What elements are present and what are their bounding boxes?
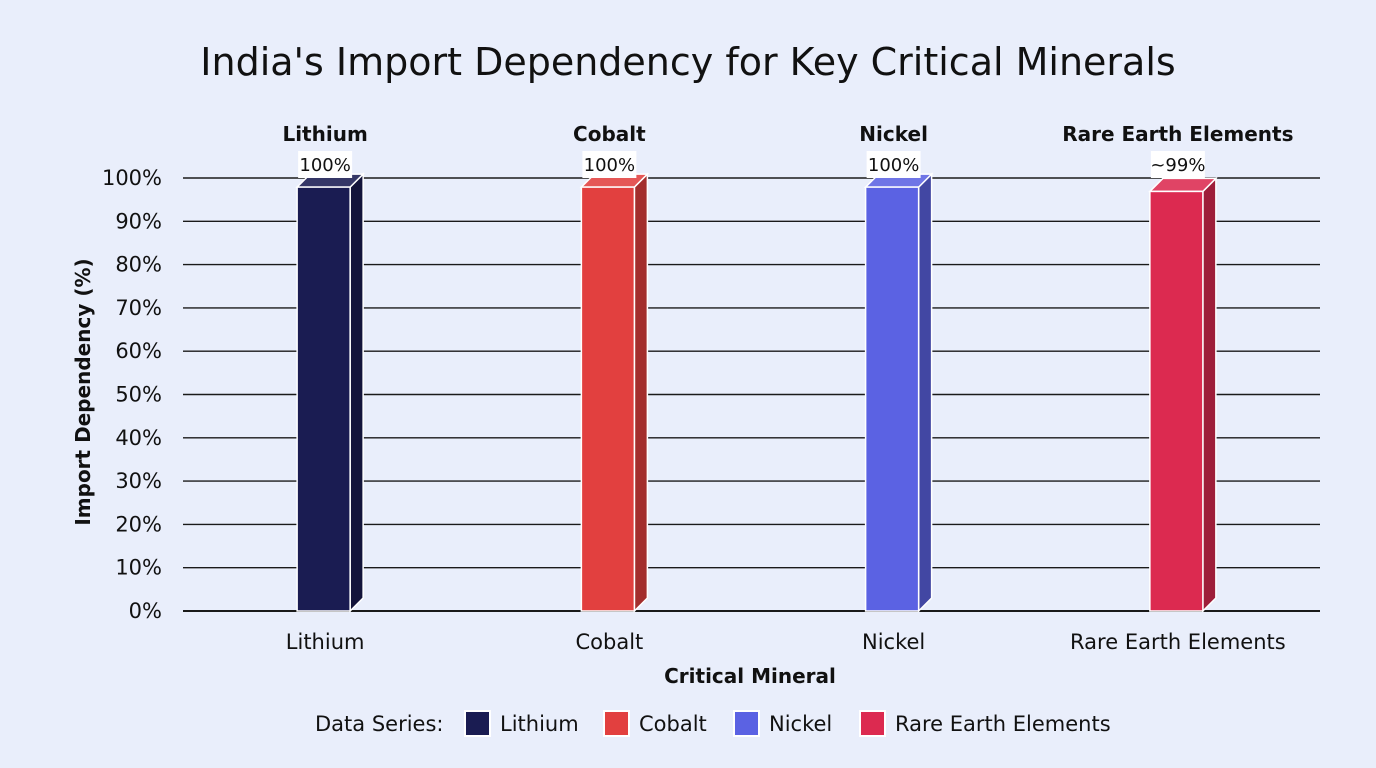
data-label-box <box>1150 151 1205 178</box>
bar <box>296 186 351 612</box>
bar-nickel: 100% Nickel <box>859 122 934 613</box>
x-tick-label: Cobalt <box>575 630 643 654</box>
legend-label: Rare Earth Elements <box>895 712 1111 736</box>
legend-label: Cobalt <box>639 712 707 736</box>
legend-swatch <box>859 710 886 737</box>
bars: 100% Lithium 100% Cobalt 100% Nickel ~99% Rare … <box>282 122 1294 613</box>
legend-swatch <box>603 710 630 737</box>
bar-side <box>633 172 649 613</box>
y-tick-label: 0% <box>129 599 162 623</box>
legend: Data Series: Lithium Cobalt Nickel Rare Eart… <box>315 710 1111 737</box>
chart-title: India's Import Dependency for Key Critic… <box>200 40 1175 84</box>
data-label-box <box>866 151 921 178</box>
y-tick-label: 20% <box>115 512 162 536</box>
y-tick-label: 50% <box>115 383 162 407</box>
bar-top-name: Lithium <box>282 122 367 146</box>
legend-item: Cobalt <box>603 710 707 737</box>
bar-side <box>917 172 933 613</box>
bar-side <box>349 172 364 613</box>
y-tick-label: 40% <box>115 426 162 450</box>
gridlines <box>183 177 1320 612</box>
x-tick-label: Rare Earth Elements <box>1070 630 1286 654</box>
y-tick-label: 80% <box>115 253 162 277</box>
x-axis-categories: Lithium Cobalt Nickel Rare Earth Elements <box>286 630 1286 654</box>
y-tick-label: 60% <box>115 339 162 363</box>
legend-swatch <box>464 710 491 737</box>
bar <box>864 186 920 612</box>
data-label: 100% <box>299 155 350 176</box>
data-label: 100% <box>868 155 919 176</box>
y-tick-label: 10% <box>115 556 162 580</box>
y-axis-ticks: 0% 10% 20% 30% 40% 50% 60% 70% 80% 90% 100% <box>102 166 162 623</box>
legend-label: Nickel <box>769 712 832 736</box>
y-axis-title: Import Dependency (%) <box>71 258 95 525</box>
x-tick-label: Nickel <box>862 630 925 654</box>
data-label: ~99% <box>1150 155 1205 176</box>
legend-label: Lithium <box>500 712 579 736</box>
legend-title: Data Series: <box>315 712 443 736</box>
y-tick-label: 100% <box>102 166 162 190</box>
y-tick-label: 90% <box>115 209 162 233</box>
legend-item: Lithium <box>464 710 579 737</box>
bar-lithium: 100% Lithium <box>282 122 368 613</box>
bar-top-name: Rare Earth Elements <box>1062 122 1293 146</box>
data-label-box <box>582 151 637 178</box>
bar <box>1149 190 1204 612</box>
data-label-box <box>298 151 353 178</box>
y-tick-label: 70% <box>115 296 162 320</box>
bar-side <box>1202 176 1217 613</box>
bar-cobalt: 100% Cobalt <box>573 122 650 613</box>
legend-item: Rare Earth Elements <box>859 710 1111 737</box>
bar-rare-earth-elements: ~99% Rare Earth Elements <box>1062 122 1294 613</box>
legend-swatch <box>733 710 760 737</box>
legend-item: Nickel <box>733 710 832 737</box>
y-tick-label: 30% <box>115 469 162 493</box>
bar-top-name: Cobalt <box>573 122 646 146</box>
bar <box>580 186 636 612</box>
x-axis-title: Critical Mineral <box>664 664 836 688</box>
bar-top-name: Nickel <box>859 122 928 146</box>
data-label: 100% <box>584 155 635 176</box>
x-tick-label: Lithium <box>286 630 365 654</box>
